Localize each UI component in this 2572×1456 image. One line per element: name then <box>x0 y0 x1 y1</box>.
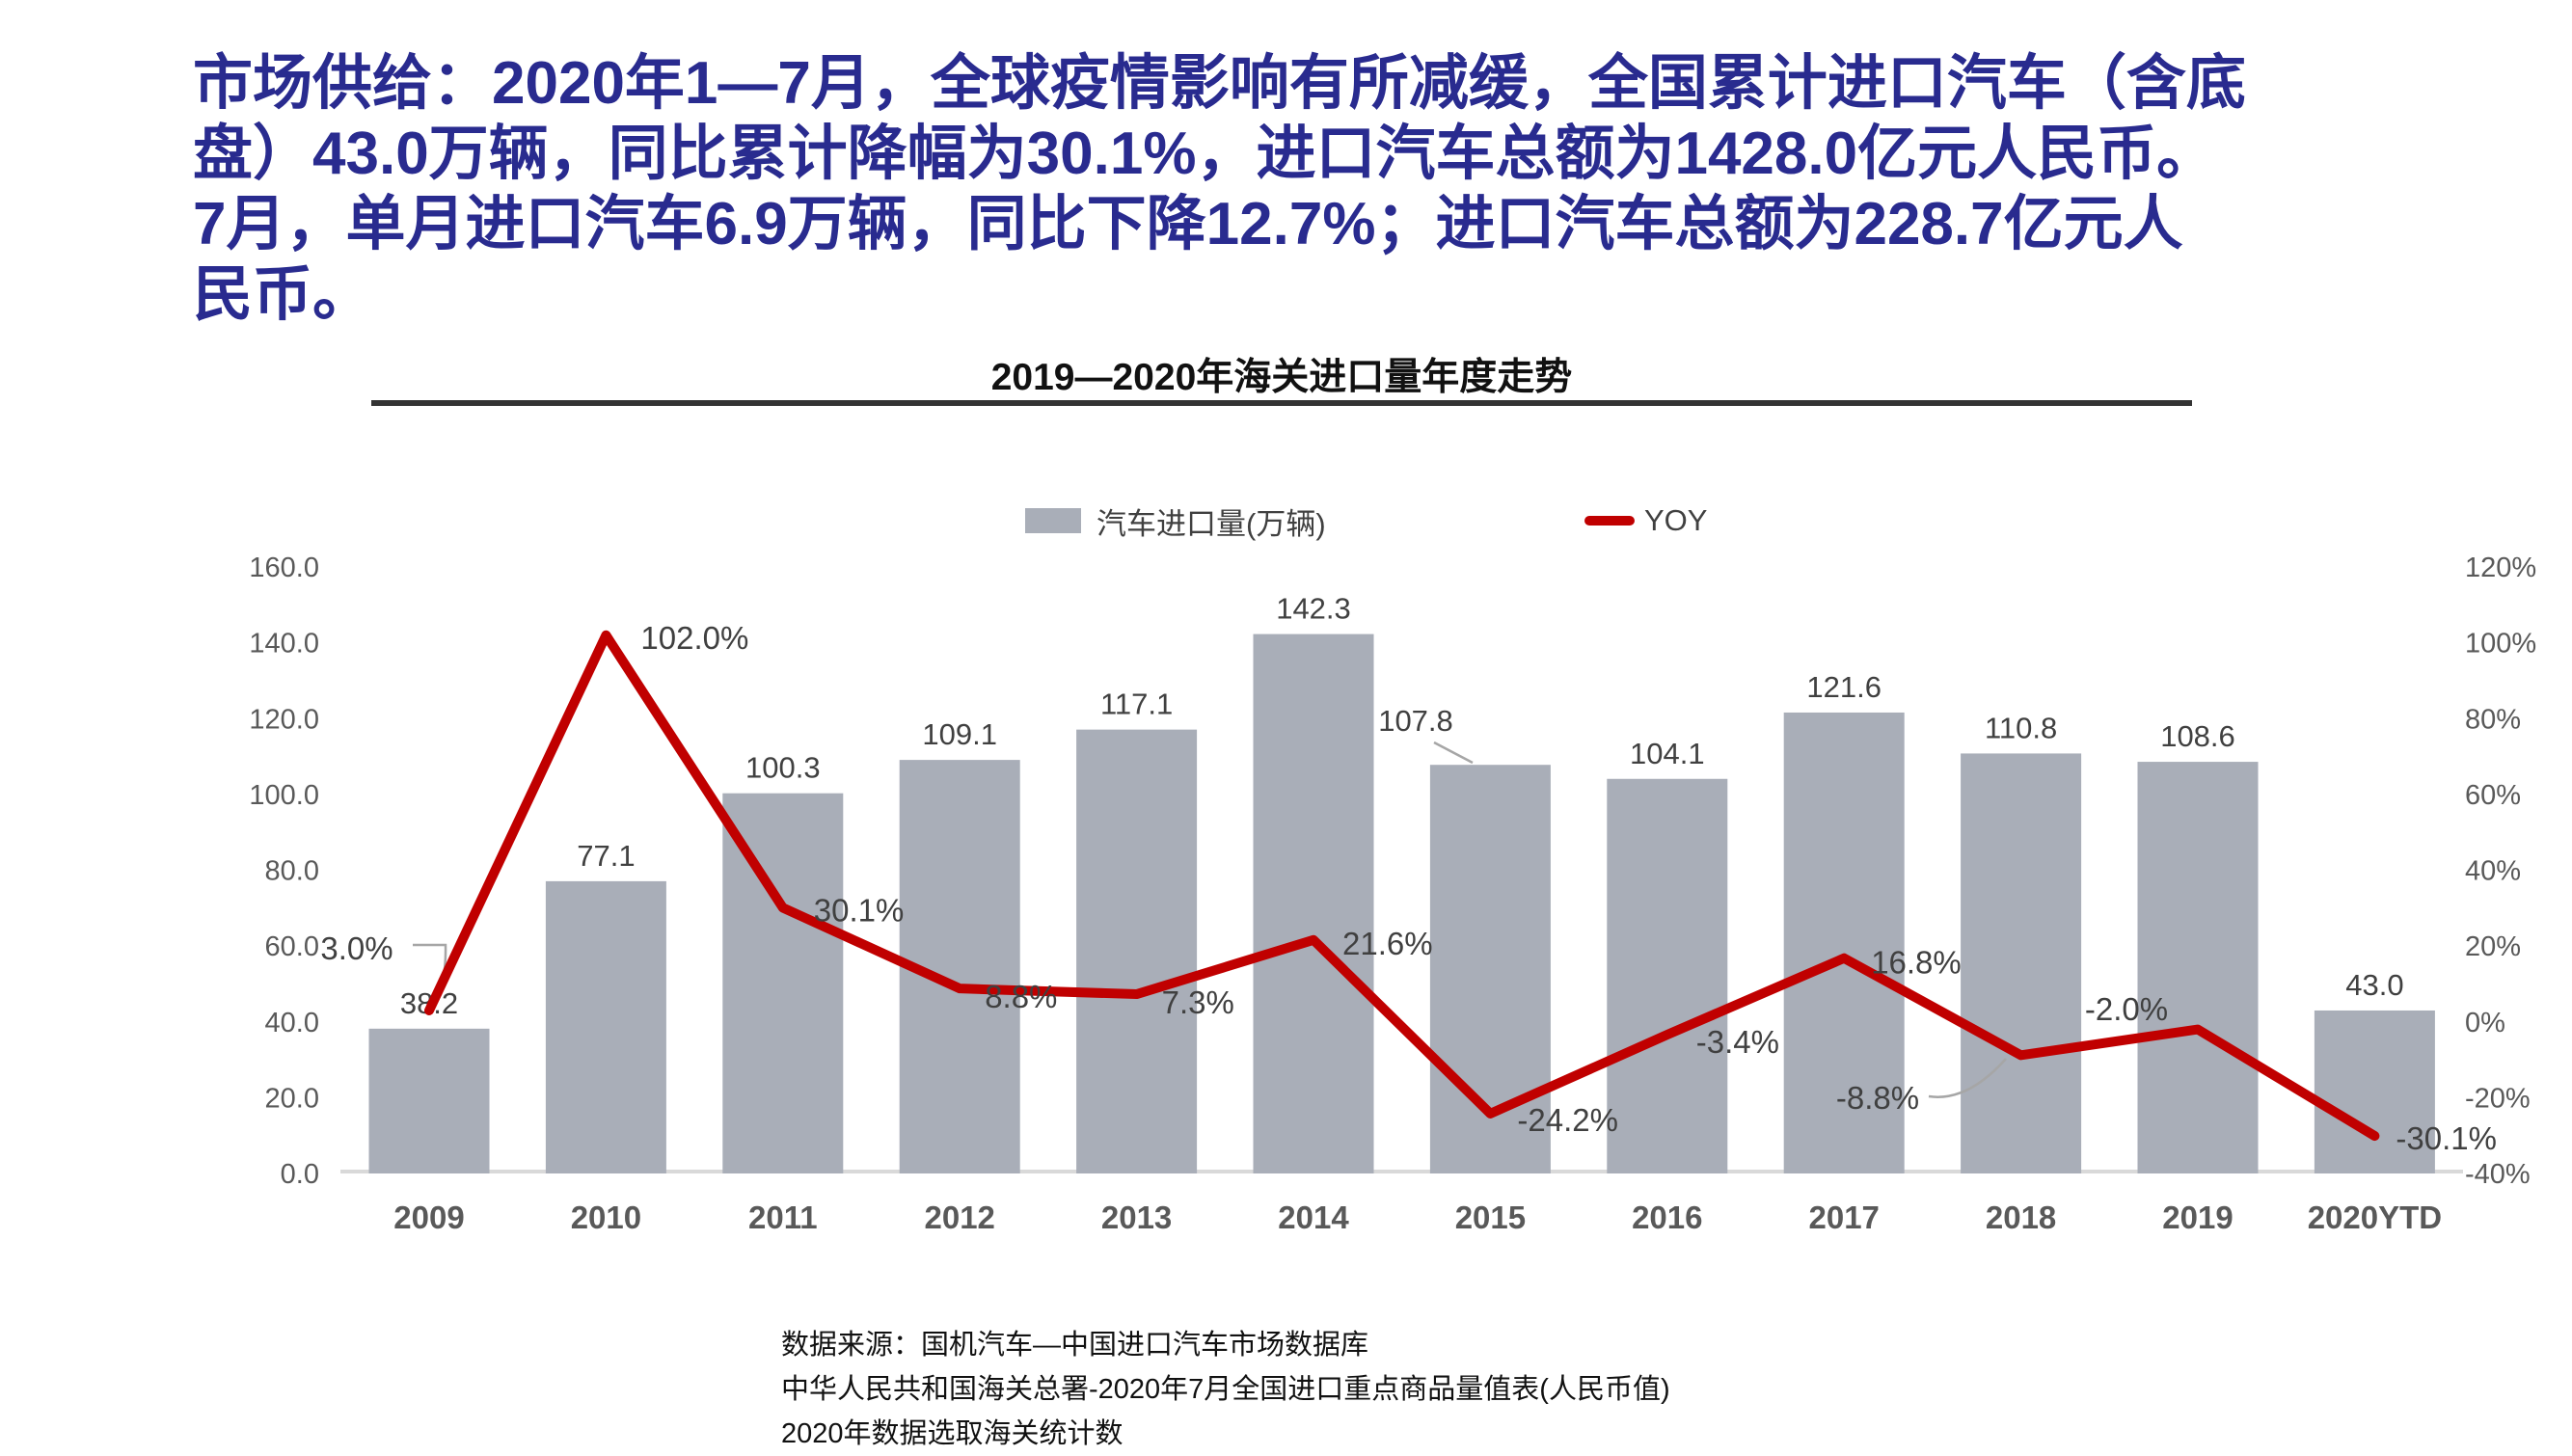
x-axis-label: 2009 <box>393 1200 464 1235</box>
right-axis-tick: 80% <box>2465 704 2521 735</box>
bar-value-label: 109.1 <box>922 717 997 751</box>
bar-value-label: 77.1 <box>577 839 635 873</box>
left-axis-tick: 160.0 <box>249 553 319 583</box>
data-source-note: 数据来源：国机汽车—中国进口汽车市场数据库 中华人民共和国海关总署-2020年7… <box>781 1323 1670 1456</box>
right-axis-tick: 0% <box>2465 1008 2505 1038</box>
x-axis-label: 2015 <box>1455 1200 1526 1235</box>
bar-2009 <box>368 1028 490 1173</box>
bar-value-label: 100.3 <box>745 751 821 785</box>
title-underline <box>371 400 2192 406</box>
bar-value-label: 107.8 <box>1378 704 1453 738</box>
bar-series-swatch-icon <box>1025 508 1081 533</box>
x-axis-label: 2019 <box>2162 1200 2233 1235</box>
bar-value-label: 108.6 <box>2160 719 2235 753</box>
headline-line: 盘）43.0万辆，同比累计降幅为30.1%，进口汽车总额为1428.0亿元人民币… <box>193 121 2217 187</box>
source-line: 中华人民共和国海关总署-2020年7月全国进口重点商品量值表(人民币值) <box>781 1374 1670 1405</box>
yoy-value-label: 8.8% <box>985 979 1057 1014</box>
source-line: 2020年数据选取海关统计数 <box>781 1418 1124 1449</box>
yoy-value-label: 3.0% <box>320 930 393 966</box>
left-axis-tick: 120.0 <box>249 704 319 735</box>
yoy-value-label: -30.1% <box>2396 1120 2497 1156</box>
bar-value-label: 142.3 <box>1276 592 1351 626</box>
x-axis-label: 2012 <box>924 1200 994 1235</box>
headline: 市场供给：2020年1—7月，全球疫情影响有所减缓，全国累计进口汽车（含底 盘）… <box>193 48 2469 330</box>
x-axis-label: 2013 <box>1101 1200 1172 1235</box>
bar-2019 <box>2137 762 2259 1173</box>
yoy-value-label: -8.8% <box>1836 1080 1919 1116</box>
source-line: 数据来源：国机汽车—中国进口汽车市场数据库 <box>781 1330 1369 1361</box>
bar-2015 <box>1429 765 1551 1173</box>
x-axis-label: 2018 <box>1986 1200 2056 1235</box>
yoy-value-label: 30.1% <box>814 892 905 928</box>
legend-item-yoy: YOY <box>1584 501 1707 540</box>
bar-value-label: 110.8 <box>1985 711 2057 744</box>
bar-value-label: 121.6 <box>1806 670 1882 704</box>
line-series-swatch-icon <box>1584 516 1635 526</box>
bar-2011 <box>722 793 844 1173</box>
right-axis-tick: -40% <box>2465 1159 2531 1190</box>
bar-2016 <box>1607 778 1728 1173</box>
yoy-line <box>424 630 2380 1142</box>
left-axis-tick: 60.0 <box>265 931 319 962</box>
bar-2014 <box>1253 634 1374 1173</box>
bar-2020YTD <box>2314 1010 2435 1173</box>
left-axis-tick: 20.0 <box>265 1083 319 1114</box>
x-axis-label: 2017 <box>1808 1200 1879 1235</box>
yoy-value-label: 102.0% <box>640 620 748 656</box>
label-leader-line <box>1928 1058 2007 1098</box>
x-axis-label: 2016 <box>1632 1200 1702 1235</box>
left-axis-tick: 100.0 <box>249 780 319 811</box>
right-axis-tick: 120% <box>2465 553 2536 583</box>
left-axis-tick: 0.0 <box>281 1159 319 1190</box>
right-axis-tick: 100% <box>2465 629 2536 660</box>
headline-line: 市场供给：2020年1—7月，全球疫情影响有所减缓，全国累计进口汽车（含底 <box>193 50 2246 117</box>
right-axis-tick: 20% <box>2465 931 2521 962</box>
bar-value-label: 117.1 <box>1100 688 1173 721</box>
right-axis-tick: 40% <box>2465 856 2521 887</box>
bar-value-label: 43.0 <box>2345 968 2403 1002</box>
yoy-value-label: 21.6% <box>1342 926 1433 961</box>
legend-item-import-volume: 汽车进口量(万辆) <box>1025 501 1326 541</box>
left-axis-tick: 140.0 <box>249 629 319 660</box>
left-axis-tick: 40.0 <box>265 1008 319 1038</box>
bar-value-label: 104.1 <box>1630 737 1705 770</box>
yoy-value-label: -2.0% <box>2085 991 2168 1027</box>
right-axis-tick: -20% <box>2465 1083 2531 1114</box>
label-leader-line <box>1433 741 1474 765</box>
yoy-value-label: 7.3% <box>1162 984 1234 1020</box>
x-axis-label: 2020YTD <box>2308 1200 2442 1235</box>
legend-label: 汽车进口量(万辆) <box>1096 506 1326 541</box>
headline-line: 民币。 <box>193 261 373 328</box>
left-axis-tick: 80.0 <box>265 856 319 887</box>
right-axis-tick: 60% <box>2465 780 2521 811</box>
x-axis-label: 2011 <box>748 1200 818 1235</box>
legend-label: YOY <box>1644 503 1708 537</box>
yoy-value-label: -24.2% <box>1517 1102 1618 1138</box>
bar-2013 <box>1076 729 1198 1173</box>
bar-2010 <box>545 880 666 1173</box>
x-axis-label: 2014 <box>1278 1200 1349 1235</box>
bar-2018 <box>1961 753 2082 1173</box>
x-axis-label: 2010 <box>571 1200 641 1235</box>
headline-line: 7月，单月进口汽车6.9万辆，同比下降12.7%；进口汽车总额为228.7亿元人 <box>193 191 2183 257</box>
yoy-value-label: 16.8% <box>1871 945 1962 981</box>
bar-2017 <box>1783 712 1905 1173</box>
chart-title: 2019—2020年海关进口量年度走势 <box>990 357 1573 398</box>
yoy-value-label: -3.4% <box>1696 1024 1779 1060</box>
